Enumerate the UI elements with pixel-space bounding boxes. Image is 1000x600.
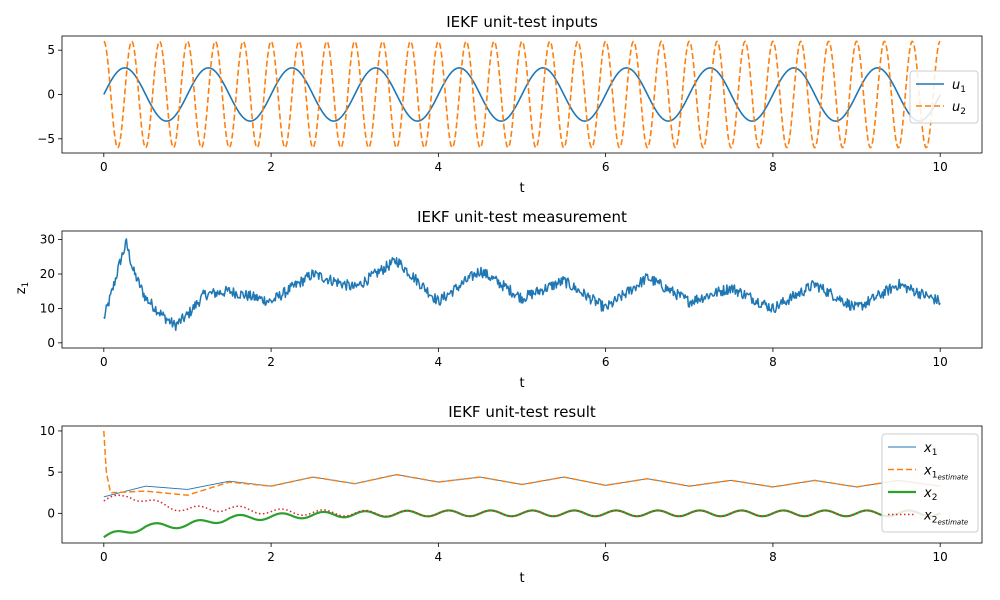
x-tick-label: 6 — [602, 355, 610, 369]
y-tick-label: 30 — [40, 233, 55, 247]
x-tick-label: 0 — [100, 160, 108, 174]
series-line-u1 — [103, 67, 941, 122]
legend-label: x2 — [923, 486, 937, 503]
y-tick-label: 20 — [40, 267, 55, 281]
x-tick-label: 8 — [769, 160, 777, 174]
x-tick-label: 4 — [435, 550, 443, 564]
legend: x1 x1estimate x2 x2estimate — [881, 433, 979, 533]
x-tick-label: 8 — [769, 550, 777, 564]
x-tick-label: 2 — [267, 355, 275, 369]
series-line-z1 — [103, 238, 941, 332]
series-line-u2 — [103, 40, 941, 149]
subplot-measurement: IEKF unit-test measurement 0 2 4 6 8 10 0 10 20 3… — [14, 208, 983, 391]
x-tick-label: 10 — [933, 160, 948, 174]
x-tick-label: 10 — [933, 355, 948, 369]
axes-frame — [61, 230, 983, 349]
x-tick-label: 6 — [602, 160, 610, 174]
x-axis-label: t — [519, 571, 524, 586]
y-tick-label: 0 — [47, 88, 55, 102]
x-axis-label: t — [519, 181, 524, 196]
chart-title: IEKF unit-test measurement — [417, 208, 627, 226]
y-tick-label: 10 — [40, 424, 55, 438]
y-tick-label: −5 — [37, 132, 55, 146]
x-tick-label: 6 — [602, 550, 610, 564]
x-tick-label: 0 — [100, 550, 108, 564]
x-tick-label: 2 — [267, 550, 275, 564]
chart-title: IEKF unit-test inputs — [446, 13, 598, 31]
series-line-x2 — [103, 509, 941, 539]
legend-label: x1 — [923, 441, 937, 458]
x-axis-label: t — [519, 376, 524, 391]
x-tick-label: 4 — [435, 355, 443, 369]
y-axis-label: z1 — [14, 282, 31, 295]
x-tick-label: 8 — [769, 355, 777, 369]
y-tick-label: 0 — [47, 336, 55, 350]
legend-label: u1 — [952, 78, 966, 95]
x-tick-label: 0 — [100, 355, 108, 369]
y-tick-label: 0 — [47, 506, 55, 520]
axes-frame — [61, 425, 983, 544]
legend-label: x2estimate — [923, 509, 968, 527]
x-tick-label: 4 — [435, 160, 443, 174]
series-line-x1 — [103, 474, 941, 498]
subplot-result: IEKF unit-test result 0 2 4 6 8 10 0 5 10 x1 x1est… — [40, 403, 983, 586]
y-tick-label: 5 — [47, 465, 55, 479]
legend-label: x1estimate — [923, 464, 968, 482]
x-tick-label: 2 — [267, 160, 275, 174]
y-tick-label: 10 — [40, 301, 55, 315]
x-tick-label: 10 — [933, 550, 948, 564]
series-line-x1estimate — [103, 430, 941, 496]
y-tick-label: 5 — [47, 43, 55, 57]
chart-title: IEKF unit-test result — [448, 403, 596, 421]
legend-label: u2 — [952, 100, 966, 117]
